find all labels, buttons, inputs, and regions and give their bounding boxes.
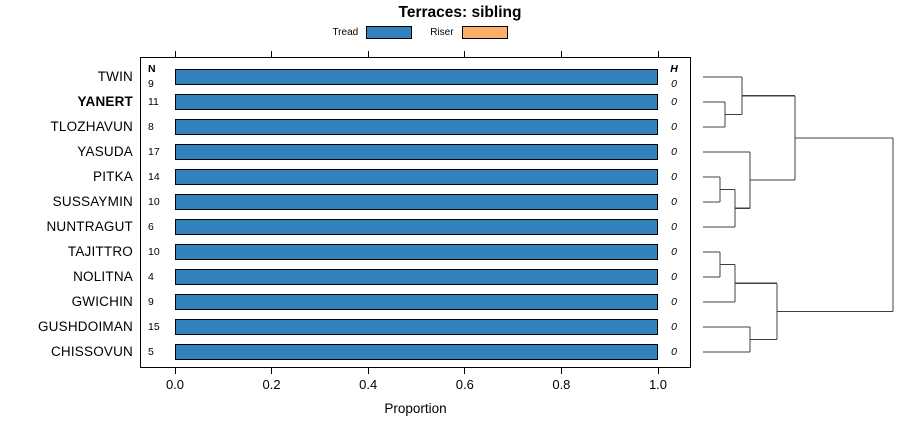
x-tick-bottom [560, 368, 562, 374]
tread-bar [175, 294, 658, 310]
x-tick-bottom [367, 368, 369, 374]
legend-item-riser: Riser [430, 26, 508, 39]
legend-item-tread: Tread [332, 26, 413, 39]
n-count: 8 [148, 121, 154, 133]
tread-bar [175, 119, 658, 135]
n-count: 14 [148, 171, 160, 183]
h-count: 0 [671, 146, 677, 158]
category-label-twin: TWIN [97, 69, 133, 84]
tread-bar [175, 219, 658, 235]
tread-swatch [366, 26, 413, 39]
tread-bar [175, 94, 658, 110]
category-label-tajittro: TAJITTRO [67, 244, 133, 259]
category-label-gwichin: GWICHIN [71, 294, 133, 309]
n-count: 10 [148, 196, 160, 208]
riser-swatch [461, 26, 508, 39]
x-tick-top [367, 51, 369, 57]
n-count: 5 [148, 346, 154, 358]
h-count: 0 [671, 271, 677, 283]
legend: Tread Riser [0, 26, 840, 39]
x-tick-label: 0.2 [262, 377, 281, 392]
h-count: 0 [671, 246, 677, 258]
category-label-yasuda: YASUDA [77, 144, 133, 159]
chart-title: Terraces: sibling [398, 4, 522, 21]
n-count: 4 [148, 271, 154, 283]
x-tick-label: 1.0 [648, 377, 668, 392]
category-label-nuntragut: NUNTRAGUT [46, 219, 133, 234]
x-tick-bottom [657, 368, 659, 374]
x-tick-top [464, 51, 466, 57]
category-label-nolitna: NOLITNA [73, 269, 133, 284]
category-label-tlozhavun: TLOZHAVUN [50, 119, 133, 134]
n-count: 9 [148, 296, 154, 308]
category-label-sussaymin: SUSSAYMIN [52, 194, 133, 209]
tread-bar [175, 244, 658, 260]
x-axis-label: Proportion [384, 401, 447, 416]
legend-label-tread: Tread [332, 27, 359, 38]
h-count: 0 [671, 196, 677, 208]
h-column-header: H [670, 63, 678, 75]
h-count: 0 [671, 121, 677, 133]
h-count: 0 [671, 346, 677, 358]
tread-bar [175, 344, 658, 360]
category-label-pitka: PITKA [92, 169, 133, 184]
n-count: 10 [148, 246, 160, 258]
category-label-yanert: YANERT [77, 94, 133, 109]
h-count: 0 [671, 78, 677, 90]
h-count: 0 [671, 221, 677, 233]
x-tick-top [271, 51, 273, 57]
h-count: 0 [671, 96, 677, 108]
x-tick-bottom [464, 368, 466, 374]
legend-label-riser: Riser [430, 27, 454, 38]
category-label-chissovun: CHISSOVUN [50, 344, 133, 359]
tread-bar [175, 269, 658, 285]
x-tick-top [657, 51, 659, 57]
category-label-gushdoiman: GUSHDOIMAN [37, 319, 133, 334]
n-count: 15 [148, 321, 160, 333]
x-tick-bottom [174, 368, 176, 374]
tread-bar [175, 319, 658, 335]
x-tick-label: 0.0 [165, 377, 185, 392]
n-count: 17 [148, 146, 160, 158]
tread-bar [175, 69, 658, 85]
x-tick-label: 0.4 [359, 377, 378, 392]
dendrogram [703, 76, 894, 353]
x-tick-top [174, 51, 176, 57]
h-count: 0 [671, 296, 677, 308]
tread-bar [175, 144, 658, 160]
tread-bar [175, 194, 658, 210]
x-tick-top [560, 51, 562, 57]
n-count: 6 [148, 221, 154, 233]
x-tick-label: 0.8 [552, 377, 571, 392]
n-count: 11 [148, 96, 159, 108]
x-tick-label: 0.6 [455, 377, 474, 392]
n-column-header: N [148, 63, 156, 75]
x-tick-bottom [271, 368, 273, 374]
tread-bar [175, 169, 658, 185]
h-count: 0 [671, 321, 677, 333]
h-count: 0 [671, 171, 677, 183]
n-count: 9 [148, 78, 154, 90]
